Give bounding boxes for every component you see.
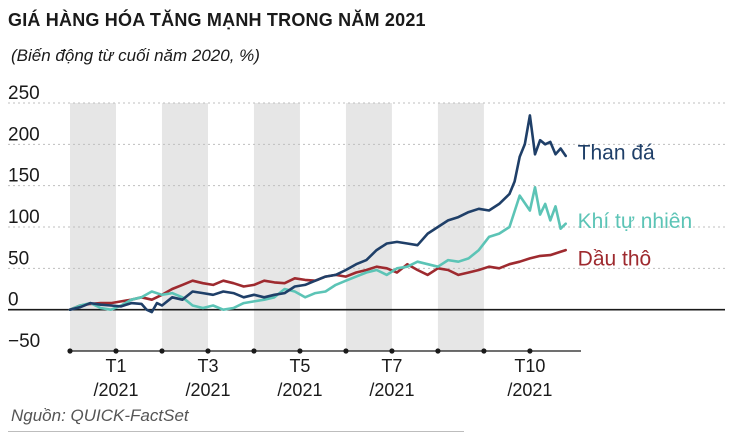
x-tick-mark [435,348,441,354]
x-tick-label-year: /2021 [277,380,322,400]
source-divider [8,431,464,432]
chart-title: GIÁ HÀNG HÓA TĂNG MẠNH TRONG NĂM 2021 [8,10,426,30]
y-tick-label: 50 [8,248,29,269]
x-tick-mark [389,348,395,354]
y-tick-label: 100 [8,207,40,228]
chart-subtitle: (Biến động từ cuối năm 2020, %) [11,46,260,65]
x-tick-label: T7 [381,356,402,376]
series-line-natural-gas [68,186,567,311]
x-tick-label: T3 [197,356,218,376]
chart-source: Nguồn: QUICK-FactSet [11,406,189,425]
x-tick-mark [481,348,487,354]
x-tick-label: T1 [105,356,126,376]
series-label-coal: Than đá [578,142,655,165]
x-tick-label-year: /2021 [185,380,230,400]
y-tick-label: −50 [8,331,40,352]
x-tick-mark [67,348,73,354]
x-tick-mark [297,348,303,354]
x-tick-mark [343,348,349,354]
series-line-coal [68,114,567,314]
x-tick-label: T10 [514,356,545,376]
x-tick-mark [527,348,533,354]
y-tick-label: 250 [8,83,40,104]
chart-canvas: 250 200 150 100 50 0 −50 T1/2021 T3/2021 T5/2021… [8,83,725,400]
series-label-natural-gas: Khí tự nhiên [578,210,692,233]
y-tick-label: 200 [8,124,40,145]
x-tick-label: T5 [289,356,310,376]
x-tick-mark [113,348,119,354]
x-tick-mark [205,348,211,354]
x-tick-mark [251,348,257,354]
x-tick-label-year: /2021 [369,380,414,400]
y-tick-label: 150 [8,166,40,187]
y-tick-label: 0 [8,290,19,311]
x-tick-label-year: /2021 [507,380,552,400]
x-tick-mark [159,348,165,354]
series-label-crude-oil: Dầu thô [578,247,652,270]
x-tick-label-year: /2021 [93,380,138,400]
